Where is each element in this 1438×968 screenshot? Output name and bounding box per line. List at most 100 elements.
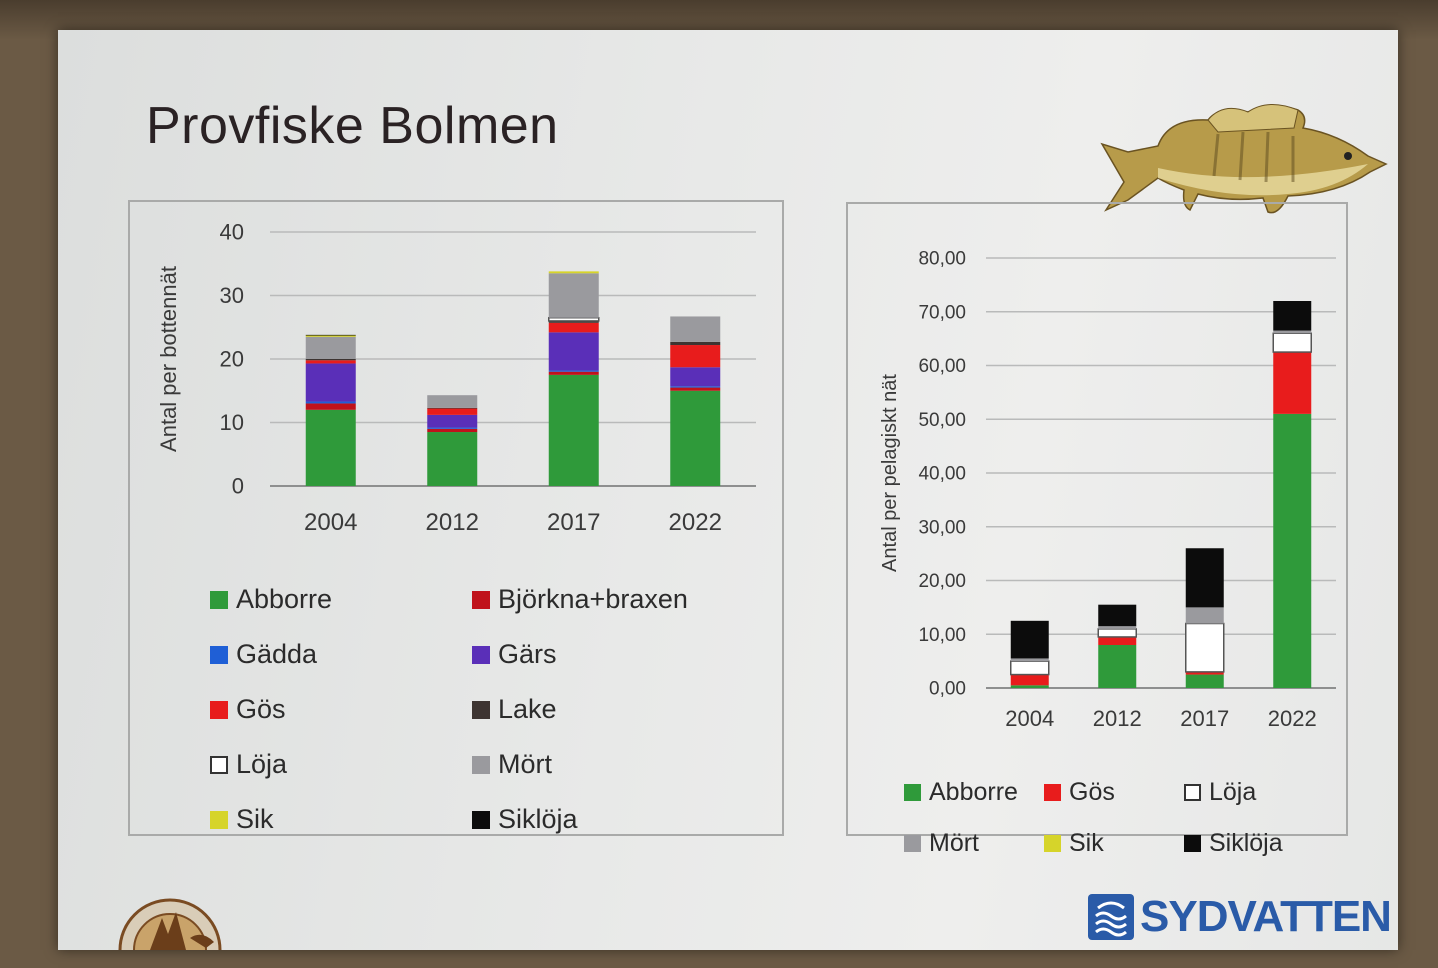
legend-swatch	[1184, 835, 1201, 852]
bar-segment-mört-2004	[305, 336, 356, 359]
legend-label: Gädda	[236, 639, 318, 669]
sydvatten-logo-mark-icon	[1088, 894, 1134, 940]
bar-segment-löja-2004	[1010, 660, 1050, 676]
bar-segment-björkna-braxen-2004	[305, 403, 356, 410]
legend-label: Gärs	[498, 639, 557, 669]
legend-item-löja: Löja	[210, 749, 287, 780]
x-tick-label: 2004	[1005, 706, 1054, 731]
pelagic-net-chart: 0,00 10,00 20,00 30,00 40,00 50,00 60,00 70,00 8…	[879, 249, 1336, 731]
zander-fish-illustration	[1100, 104, 1388, 214]
sydvatten-logo: SYDVATTEN	[1088, 892, 1392, 942]
y-axis-label: Antal per pelagiskt nät	[879, 374, 901, 572]
legend-label: Löja	[1209, 778, 1257, 806]
legend-item-sik: Sik	[210, 804, 274, 835]
bar-segment-löja-2012	[1097, 628, 1137, 638]
bar-segment-siklöja-2017	[1185, 548, 1224, 608]
legend-item-abborre: Abborre	[210, 584, 332, 615]
legend-swatch	[1044, 784, 1061, 801]
bar-segment-abborre-2004	[1010, 685, 1049, 688]
legend-item-gös: Gös	[210, 694, 286, 725]
bar-segment-siklöja-2004	[1010, 620, 1049, 659]
legend-swatch	[210, 810, 228, 829]
legend-item-siklöja: Siklöja	[472, 804, 578, 835]
bar-segment-gädda-2022	[670, 386, 721, 388]
bar-segment-gös-2004	[305, 360, 356, 364]
legend-swatch	[210, 700, 228, 719]
y-tick-label: 30,00	[918, 517, 966, 538]
legend-label: Sik	[1069, 829, 1104, 857]
legend-swatch	[472, 700, 490, 719]
legend-label: Siklöja	[1209, 829, 1283, 857]
y-tick-label: 40,00	[918, 464, 966, 485]
bar-segment-björkna-braxen-2022	[670, 387, 721, 391]
legend-item-björkna-braxen: Björkna+braxen	[472, 584, 688, 615]
bar-segment-gös-2017	[548, 322, 599, 333]
bar-segment-lake-2012	[427, 407, 478, 409]
legend-label: Mört	[498, 749, 552, 779]
x-tick-label: 2004	[304, 509, 357, 536]
slide-title: Provfiske Bolmen	[146, 97, 559, 155]
x-tick-label: 2022	[1268, 706, 1317, 731]
y-tick-label: 10,00	[918, 625, 966, 646]
y-tick-label: 80,00	[918, 249, 966, 270]
y-tick-label: 50,00	[918, 410, 966, 431]
bar-segment-gös-2022	[670, 345, 721, 368]
legend-item-mört: Mört	[472, 749, 552, 780]
sydvatten-wordmark: SYDVATTEN	[1140, 892, 1392, 941]
bar-segment-gös-2022	[1273, 352, 1312, 414]
y-tick-label: 0	[232, 474, 244, 499]
legend-label: Björkna+braxen	[498, 584, 688, 614]
bar-segment-mört-2004	[1010, 658, 1049, 662]
y-tick-label: 10	[220, 410, 244, 435]
bar-segment-abborre-2017	[1185, 674, 1224, 688]
legend-swatch	[210, 645, 228, 664]
bar-segment-abborre-2012	[427, 432, 478, 486]
bar-segment-lake-2022	[670, 341, 721, 346]
bar-segment-abborre-2022	[1273, 413, 1312, 688]
bar-segment-gös-2012	[427, 408, 478, 415]
bar-segment-mört-2022	[1273, 330, 1312, 334]
slide: Provfiske Bolmen 0 10 20 30 40 Antal per bott…	[58, 30, 1398, 950]
legend-item-löja: Löja	[1184, 778, 1256, 807]
legend-swatch	[472, 810, 490, 829]
legend-swatch	[210, 590, 228, 609]
bar-segment-gädda-2004	[305, 401, 356, 404]
bar-segment-abborre-2022	[670, 390, 721, 486]
bar-segment-lake-2004	[305, 359, 356, 361]
bar-segment-abborre-2012	[1098, 645, 1137, 688]
bar-segment-lake-2017	[548, 320, 599, 323]
x-tick-label: 2012	[1093, 706, 1142, 731]
bar-segment-mört-2012	[427, 395, 478, 408]
legend-item-mört: Mört	[904, 829, 979, 858]
legend-label: Löja	[236, 749, 288, 779]
legend-swatch	[210, 755, 228, 774]
legend-swatch	[472, 645, 490, 664]
legend-swatch	[904, 835, 921, 852]
legend-item-gädda: Gädda	[210, 639, 317, 670]
legend-label: Siklöja	[498, 804, 578, 834]
legend-item-sik: Sik	[1044, 829, 1104, 858]
bar-segment-abborre-2004	[305, 409, 356, 486]
legend-label: Mört	[929, 829, 979, 857]
bar-segment-gädda-2017	[548, 370, 599, 372]
bottom-net-chart: 0 10 20 30 40 Antal per bottennät 2004 2012 2017…	[156, 220, 756, 536]
legend-label: Abborre	[929, 778, 1018, 806]
x-tick-label: 2017	[547, 509, 600, 536]
x-tick-label: 2017	[1180, 706, 1229, 731]
bar-segment-gös-2004	[1010, 674, 1049, 686]
bar-segment-gärs-2022	[670, 367, 721, 387]
bar-segment-mört-2017	[548, 273, 599, 318]
legend-swatch	[1184, 784, 1201, 801]
fiskevard-logo	[118, 898, 222, 950]
legend-label: Gös	[236, 694, 286, 724]
legend-label: Abborre	[236, 584, 333, 614]
x-tick-label: 2012	[426, 509, 479, 536]
bar-segment-gädda-2012	[427, 427, 478, 429]
bar-segment-löja-2017	[1185, 622, 1225, 673]
pelagic-net-chart-panel: 0,00 10,00 20,00 30,00 40,00 50,00 60,00 70,00 8…	[846, 202, 1348, 857]
y-tick-label: 70,00	[918, 302, 966, 323]
x-tick-label: 2022	[669, 509, 722, 536]
bar-segment-siklöja-2022	[1273, 301, 1312, 331]
legend-label: Lake	[498, 694, 557, 724]
legend-swatch	[472, 590, 490, 609]
